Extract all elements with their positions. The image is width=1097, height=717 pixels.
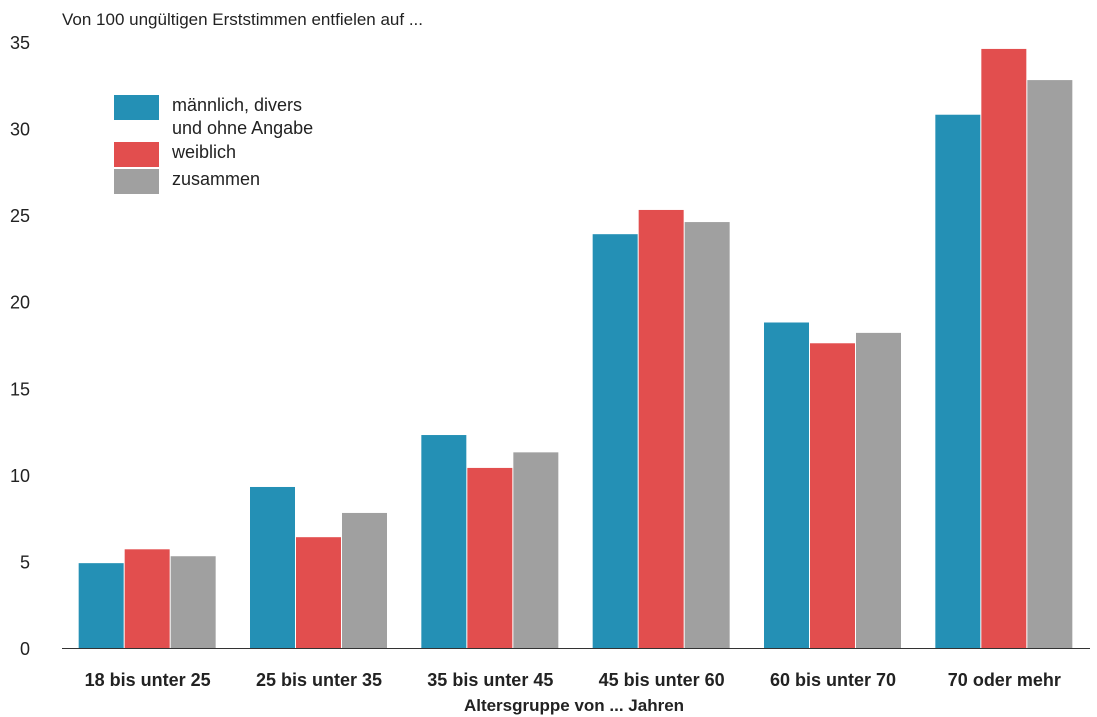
x-tick-label: 35 bis unter 45: [427, 670, 553, 690]
legend-label: männlich, divers: [172, 95, 302, 115]
legend: männlich, divers und ohne Angabe weiblich z…: [114, 95, 313, 194]
y-tick-label: 10: [10, 466, 30, 486]
x-tick-label: 18 bis unter 25: [85, 670, 211, 690]
bar: [342, 512, 387, 648]
bars: [78, 48, 1073, 649]
legend-label: weiblich: [171, 142, 236, 162]
bar: [684, 222, 730, 648]
bar: [810, 343, 855, 648]
y-tick-label: 15: [10, 379, 30, 399]
x-tick-label: 45 bis unter 60: [599, 670, 725, 690]
bar: [856, 332, 901, 648]
bar: [935, 114, 981, 649]
bar: [638, 209, 684, 648]
x-tick-label: 25 bis unter 35: [256, 670, 382, 690]
bar: [421, 435, 467, 648]
x-axis: 18 bis unter 25 25 bis unter 35 35 bis unt…: [62, 648, 1090, 690]
bar: [170, 556, 216, 648]
x-axis-label: Altersgruppe von ... Jahren: [464, 696, 684, 715]
bar: [592, 234, 638, 648]
y-tick-label: 30: [10, 120, 30, 140]
bar: [981, 48, 1027, 648]
bar: [764, 322, 809, 648]
legend-swatch: [114, 95, 159, 120]
y-tick-label: 35: [10, 33, 30, 53]
bar: [467, 467, 513, 648]
bar: [250, 486, 295, 648]
chart-subtitle: Von 100 ungültigen Erststimmen entfielen…: [62, 10, 423, 29]
y-tick-label: 5: [20, 552, 30, 572]
bar: [1027, 80, 1073, 648]
bar: [78, 563, 124, 648]
y-tick-label: 20: [10, 293, 30, 313]
bar: [513, 452, 559, 648]
y-axis: 0 5 10 15 20 25 30 35: [10, 33, 30, 659]
y-tick-label: 0: [20, 639, 30, 659]
legend-swatch: [114, 142, 159, 167]
x-tick-label: 70 oder mehr: [948, 670, 1061, 690]
bar: [296, 537, 341, 648]
x-tick-label: 60 bis unter 70: [770, 670, 896, 690]
legend-swatch: [114, 169, 159, 194]
bar: [124, 549, 170, 648]
legend-label: und ohne Angabe: [172, 118, 313, 138]
y-tick-label: 25: [10, 206, 30, 226]
legend-label: zusammen: [172, 169, 260, 189]
